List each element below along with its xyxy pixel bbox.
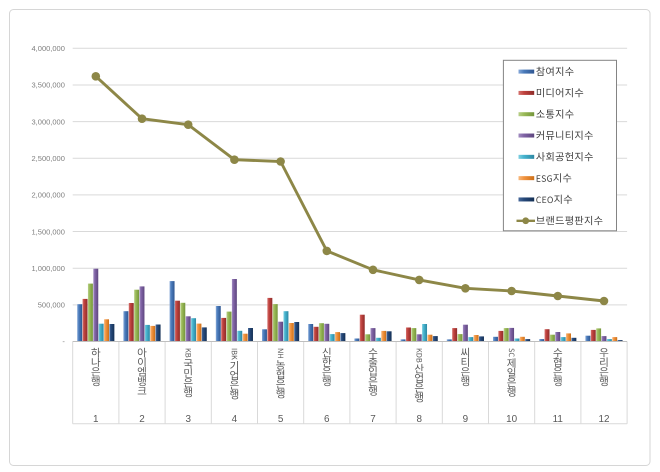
svg-text:7: 7: [370, 414, 376, 425]
svg-text:-: -: [62, 337, 65, 346]
svg-text:3,500,000: 3,500,000: [32, 81, 65, 90]
svg-text:2,500,000: 2,500,000: [32, 154, 65, 163]
svg-text:1,500,000: 1,500,000: [32, 227, 65, 236]
svg-text:2,000,000: 2,000,000: [32, 191, 65, 200]
svg-text:3: 3: [185, 414, 191, 425]
svg-text:10: 10: [506, 414, 517, 425]
svg-text:4: 4: [232, 414, 238, 425]
svg-text:1: 1: [93, 414, 99, 425]
svg-text:500,000: 500,000: [38, 301, 65, 310]
svg-text:12: 12: [599, 414, 610, 425]
svg-text:4,000,000: 4,000,000: [32, 44, 65, 53]
svg-text:1,000,000: 1,000,000: [32, 264, 65, 273]
svg-text:3,000,000: 3,000,000: [32, 117, 65, 126]
svg-text:5: 5: [278, 414, 284, 425]
svg-text:9: 9: [463, 414, 469, 425]
svg-text:6: 6: [324, 414, 330, 425]
svg-text:11: 11: [553, 414, 564, 425]
svg-text:8: 8: [416, 414, 422, 425]
svg-text:2: 2: [139, 414, 145, 425]
